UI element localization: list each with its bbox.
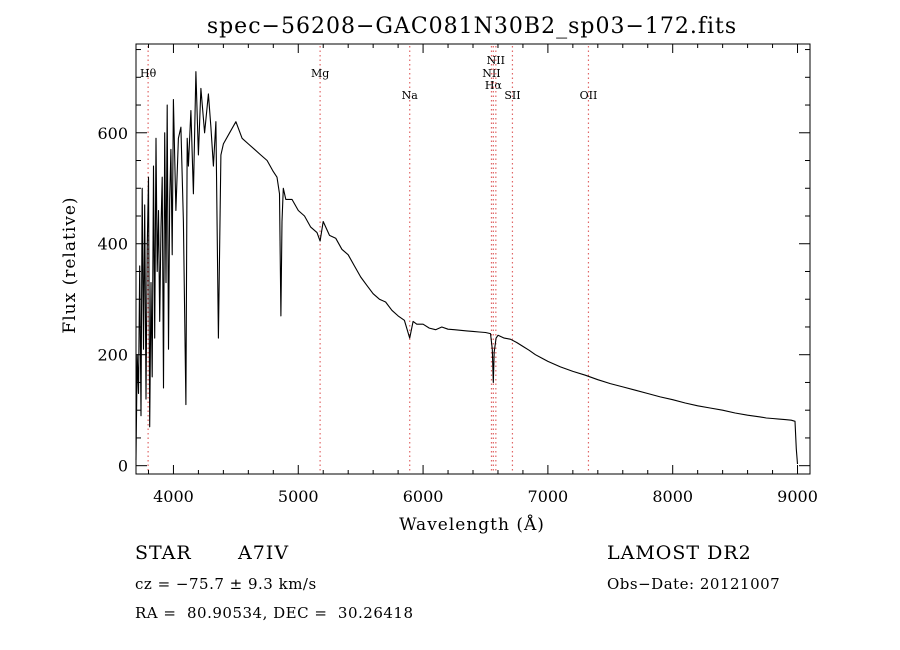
y-axis-label: Flux (relative) [60,196,80,333]
plot-frame [135,43,811,475]
x-tick-label: 6000 [403,487,444,506]
spectral-line-label: Hα [485,79,503,92]
spectral-line-label: Na [402,89,419,102]
y-tick-label: 0 [118,457,128,476]
y-tick-label: 400 [97,235,128,254]
subclass-label: A7IV [238,542,290,564]
x-tick-label: 4000 [153,487,194,506]
chart-title: spec−56208−GAC081N30B2_sp03−172.fits [207,14,737,39]
spectral-line-label: SII [504,89,520,102]
x-tick-label: 8000 [652,487,693,506]
redshift-label: cz = −75.7 ± 9.3 km/s [135,575,317,593]
spectral-line-label: Hθ [140,67,157,80]
spectrum-line [135,71,799,465]
spectral-line-label: NII [482,67,500,80]
spectral-line-label: NII [487,54,505,67]
y-tick-label: 600 [97,124,128,143]
x-tick-label: 5000 [278,487,319,506]
survey-label: LAMOST DR2 [607,542,752,564]
x-tick-label: 7000 [528,487,569,506]
spectral-line-label: Mg [311,67,329,80]
coordinates-label: RA = 80.90534, DEC = 30.26418 [135,604,414,622]
obs-date-label: Obs−Date: 20121007 [607,575,781,593]
y-tick-label: 200 [97,346,128,365]
object-type-label: STAR [135,542,192,564]
spectral-line-label: OII [580,89,598,102]
axes: 4000 5000 6000 7000 8000 9000 0 200 400 600 [97,43,818,506]
spectrum-layer [135,71,799,465]
x-tick-label: 9000 [777,487,818,506]
x-axis-label: Wavelength (Å) [399,514,545,535]
